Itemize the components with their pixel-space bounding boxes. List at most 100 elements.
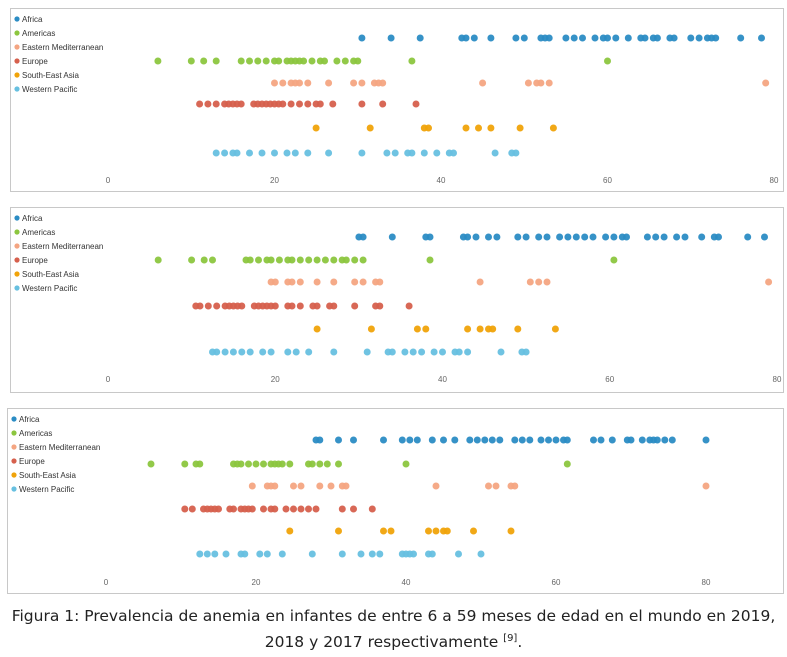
data-point[interactable]: [296, 302, 304, 310]
data-point[interactable]: [342, 482, 350, 490]
data-point[interactable]: [660, 233, 668, 241]
data-point[interactable]: [368, 550, 376, 558]
data-point[interactable]: [413, 436, 421, 444]
data-point[interactable]: [712, 34, 720, 42]
data-point[interactable]: [263, 550, 271, 558]
data-point[interactable]: [744, 233, 752, 241]
data-point[interactable]: [304, 149, 312, 157]
data-point[interactable]: [200, 57, 208, 65]
data-point[interactable]: [433, 149, 441, 157]
data-point[interactable]: [420, 149, 428, 157]
data-point[interactable]: [524, 79, 532, 87]
data-point[interactable]: [260, 460, 267, 468]
data-point[interactable]: [297, 482, 305, 490]
data-point[interactable]: [481, 436, 489, 444]
data-point[interactable]: [275, 57, 283, 65]
data-point[interactable]: [489, 325, 497, 333]
data-point[interactable]: [610, 233, 618, 241]
data-point[interactable]: [556, 233, 564, 241]
data-point[interactable]: [511, 436, 519, 444]
data-point[interactable]: [590, 436, 597, 444]
data-point[interactable]: [518, 436, 526, 444]
data-point[interactable]: [383, 149, 391, 157]
data-point[interactable]: [535, 278, 543, 286]
data-point[interactable]: [296, 100, 303, 108]
data-point[interactable]: [246, 348, 254, 356]
data-point[interactable]: [313, 256, 321, 264]
data-point[interactable]: [440, 436, 447, 444]
data-point[interactable]: [212, 100, 220, 108]
data-point[interactable]: [254, 57, 262, 65]
data-point[interactable]: [305, 348, 313, 356]
data-point[interactable]: [359, 256, 367, 264]
data-point[interactable]: [351, 256, 359, 264]
data-point[interactable]: [380, 527, 387, 535]
data-point[interactable]: [552, 436, 560, 444]
data-point[interactable]: [262, 57, 270, 65]
data-point[interactable]: [579, 34, 586, 42]
data-point[interactable]: [661, 436, 669, 444]
data-point[interactable]: [653, 436, 661, 444]
data-point[interactable]: [290, 505, 297, 513]
data-point[interactable]: [212, 149, 220, 157]
data-point[interactable]: [278, 460, 286, 468]
data-point[interactable]: [455, 348, 463, 356]
data-point[interactable]: [466, 436, 474, 444]
data-point[interactable]: [271, 505, 279, 513]
data-point[interactable]: [279, 100, 287, 108]
data-point[interactable]: [308, 57, 316, 65]
data-point[interactable]: [549, 124, 557, 132]
data-point[interactable]: [330, 302, 338, 310]
data-point[interactable]: [271, 302, 279, 310]
data-point[interactable]: [410, 550, 417, 558]
data-point[interactable]: [572, 233, 580, 241]
data-point[interactable]: [470, 527, 477, 535]
data-point[interactable]: [246, 256, 254, 264]
data-point[interactable]: [514, 233, 522, 241]
data-point[interactable]: [211, 550, 219, 558]
data-point[interactable]: [439, 348, 446, 356]
data-point[interactable]: [408, 149, 416, 157]
data-point[interactable]: [221, 348, 229, 356]
data-point[interactable]: [237, 100, 245, 108]
data-point[interactable]: [271, 79, 278, 87]
data-point[interactable]: [256, 550, 264, 558]
data-point[interactable]: [476, 325, 484, 333]
data-point[interactable]: [350, 436, 357, 444]
data-point[interactable]: [604, 57, 611, 65]
data-point[interactable]: [358, 34, 366, 42]
data-point[interactable]: [213, 348, 221, 356]
data-point[interactable]: [229, 348, 237, 356]
data-point[interactable]: [545, 436, 552, 444]
data-point[interactable]: [388, 233, 396, 241]
data-point[interactable]: [312, 505, 320, 513]
data-point[interactable]: [485, 233, 492, 241]
data-point[interactable]: [472, 233, 480, 241]
data-point[interactable]: [338, 550, 346, 558]
data-point[interactable]: [638, 436, 646, 444]
data-point[interactable]: [212, 57, 220, 65]
data-point[interactable]: [526, 278, 534, 286]
data-point[interactable]: [351, 302, 359, 310]
data-point[interactable]: [493, 233, 501, 241]
data-point[interactable]: [451, 436, 459, 444]
data-point[interactable]: [308, 550, 316, 558]
data-point[interactable]: [287, 100, 295, 108]
data-point[interactable]: [475, 124, 482, 132]
data-point[interactable]: [627, 436, 635, 444]
data-point[interactable]: [288, 256, 296, 264]
data-point[interactable]: [335, 527, 342, 535]
data-point[interactable]: [196, 100, 204, 108]
data-point[interactable]: [196, 302, 204, 310]
data-point[interactable]: [297, 505, 305, 513]
data-point[interactable]: [430, 348, 438, 356]
data-point[interactable]: [291, 149, 299, 157]
data-point[interactable]: [204, 302, 212, 310]
data-point[interactable]: [543, 278, 551, 286]
data-point[interactable]: [358, 149, 366, 157]
data-point[interactable]: [316, 482, 324, 490]
data-point[interactable]: [350, 505, 357, 513]
data-point[interactable]: [230, 505, 237, 513]
data-point[interactable]: [233, 149, 241, 157]
data-point[interactable]: [248, 505, 256, 513]
